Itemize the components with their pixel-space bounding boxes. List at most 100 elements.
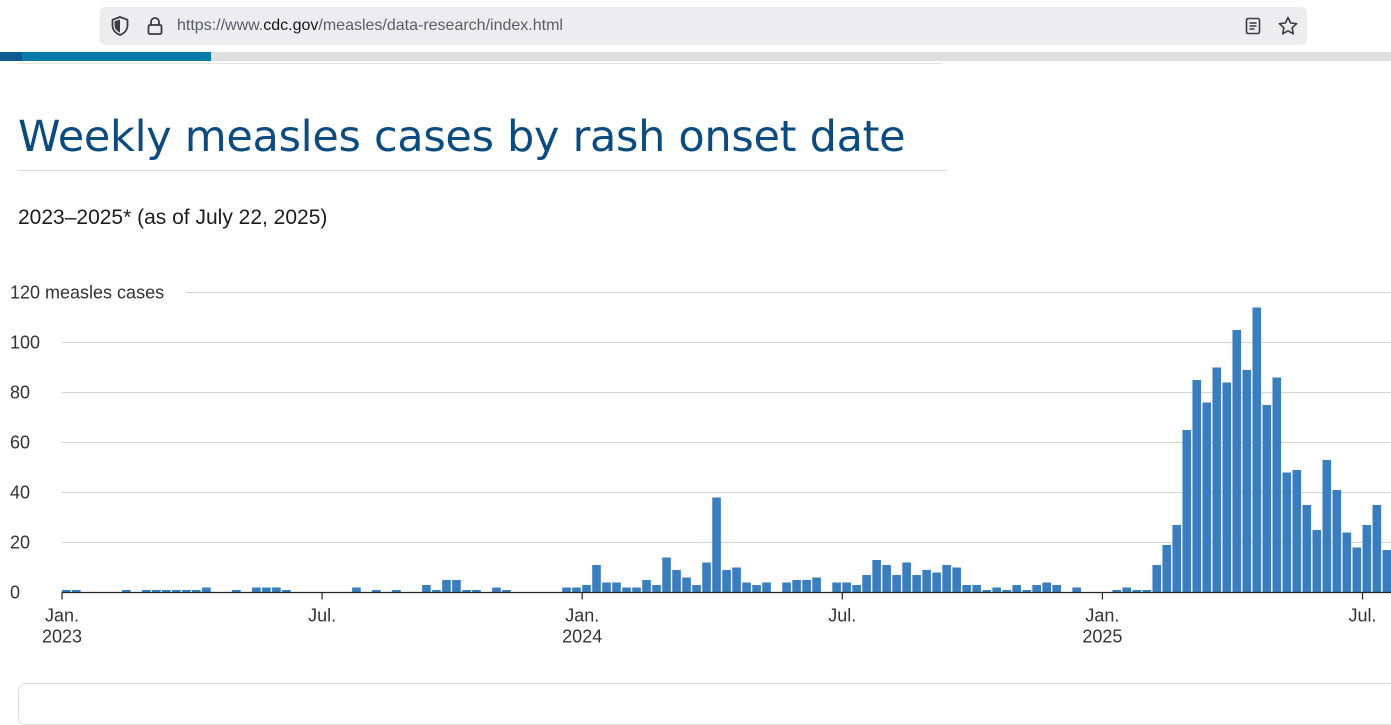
reading-progress-fill bbox=[0, 52, 212, 61]
data-bar bbox=[762, 582, 771, 593]
x-tick-label: Jul. bbox=[308, 606, 336, 626]
data-bar bbox=[922, 570, 931, 593]
data-bar bbox=[442, 580, 451, 593]
data-bar bbox=[842, 582, 851, 593]
shield-icon[interactable] bbox=[108, 7, 132, 45]
data-bar bbox=[932, 572, 941, 593]
x-tick-label: Jul. bbox=[828, 606, 856, 626]
data-bar bbox=[892, 575, 901, 593]
data-bar bbox=[152, 590, 161, 593]
x-tick-label: Jan. bbox=[45, 606, 79, 626]
title-underline bbox=[18, 170, 946, 171]
data-bar bbox=[1212, 367, 1222, 593]
data-bar bbox=[432, 590, 441, 593]
data-bar bbox=[1322, 460, 1332, 593]
url-path: /measles/data-research/index.html bbox=[318, 17, 563, 34]
bookmark-star-icon-glyph bbox=[1278, 16, 1298, 35]
data-bar bbox=[742, 582, 751, 593]
data-bar bbox=[582, 585, 591, 593]
data-bar bbox=[1162, 545, 1172, 593]
data-bar bbox=[1152, 565, 1162, 593]
y-tick-label: 40 bbox=[10, 483, 30, 503]
url-text[interactable]: https://www.cdc.gov/measles/data-researc… bbox=[177, 7, 563, 45]
data-bar bbox=[372, 590, 381, 593]
data-bar bbox=[1352, 547, 1362, 593]
data-bar bbox=[1042, 582, 1051, 593]
data-bar bbox=[352, 587, 361, 593]
y-tick-label: 100 bbox=[10, 333, 40, 353]
data-bar bbox=[142, 590, 151, 593]
data-bar bbox=[942, 565, 951, 593]
data-bar bbox=[702, 562, 711, 593]
data-bar bbox=[802, 580, 811, 593]
lock-icon-glyph bbox=[147, 17, 163, 35]
x-tick-year-label: 2024 bbox=[562, 627, 602, 647]
data-bar bbox=[1052, 585, 1061, 593]
data-bar bbox=[1022, 590, 1031, 593]
data-bar bbox=[202, 587, 211, 593]
next-content-card bbox=[18, 683, 1391, 725]
data-bar bbox=[1312, 530, 1322, 593]
data-bar bbox=[1302, 505, 1312, 593]
lock-icon[interactable] bbox=[144, 7, 166, 45]
data-bar bbox=[1242, 370, 1252, 593]
x-tick-label: Jul. bbox=[1349, 606, 1377, 626]
data-bar bbox=[182, 590, 191, 593]
data-bar bbox=[192, 590, 201, 593]
data-bar bbox=[752, 585, 761, 593]
page-title: Weekly measles cases by rash onset date bbox=[18, 112, 906, 162]
data-bar bbox=[682, 577, 691, 593]
data-bar bbox=[862, 575, 871, 593]
data-bar bbox=[1142, 590, 1152, 593]
data-bar bbox=[1032, 585, 1041, 593]
data-bar bbox=[72, 590, 81, 593]
data-bar bbox=[1372, 505, 1382, 593]
x-tick-year-label: 2025 bbox=[1082, 627, 1122, 647]
reading-progress-bar bbox=[0, 52, 1391, 61]
data-bar bbox=[1332, 490, 1342, 593]
url-host: cdc.gov bbox=[263, 17, 319, 34]
data-bar bbox=[612, 582, 621, 593]
data-bar bbox=[172, 590, 181, 593]
data-bar bbox=[122, 590, 131, 593]
data-bar bbox=[392, 590, 401, 593]
y-tick-label: 20 bbox=[10, 533, 30, 553]
shield-icon-glyph bbox=[111, 16, 129, 36]
data-bar bbox=[232, 590, 241, 593]
data-bar bbox=[1112, 590, 1122, 593]
data-bar bbox=[282, 590, 291, 593]
data-bar bbox=[162, 590, 171, 593]
data-bar bbox=[1072, 587, 1082, 593]
data-bar bbox=[912, 575, 921, 593]
y-tick-label: 60 bbox=[10, 433, 30, 453]
data-bar bbox=[992, 587, 1001, 593]
data-bar bbox=[1012, 585, 1021, 593]
data-bar bbox=[492, 587, 501, 593]
data-bar bbox=[792, 580, 801, 593]
y-tick-label: 0 bbox=[10, 583, 20, 603]
data-bar bbox=[692, 585, 701, 593]
reader-view-icon[interactable] bbox=[1241, 7, 1265, 45]
address-bar[interactable]: https://www.cdc.gov/measles/data-researc… bbox=[100, 7, 1307, 45]
chart-subtitle: 2023–2025* (as of July 22, 2025) bbox=[18, 206, 328, 229]
data-bar bbox=[662, 557, 671, 593]
data-bar bbox=[572, 587, 581, 593]
data-bar bbox=[642, 580, 651, 593]
y-tick-label: 120 measles cases bbox=[10, 283, 164, 303]
data-bar bbox=[62, 590, 71, 593]
data-bar bbox=[272, 587, 281, 593]
data-bar bbox=[782, 582, 791, 593]
data-bar bbox=[1122, 587, 1132, 593]
data-bar bbox=[1262, 405, 1272, 593]
data-bar bbox=[1382, 550, 1391, 593]
data-bar bbox=[982, 590, 991, 593]
data-bar bbox=[812, 577, 821, 593]
data-bar bbox=[852, 585, 861, 593]
data-bar bbox=[462, 590, 471, 593]
bookmark-star-icon[interactable] bbox=[1275, 7, 1301, 45]
data-bar bbox=[1192, 380, 1202, 593]
x-tick-year-label: 2023 bbox=[42, 627, 82, 647]
data-bar bbox=[472, 590, 481, 593]
data-bar bbox=[1342, 532, 1352, 593]
